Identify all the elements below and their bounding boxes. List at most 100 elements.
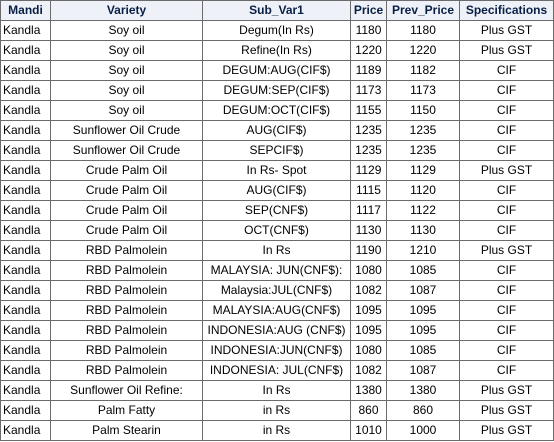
cell-sub-var1: DEGUM:SEP(CIF$)	[202, 80, 351, 101]
cell-mandi: Kandla	[0, 160, 51, 181]
table-row: Kandla RBD Palmolein INDONESIA: JUL(CNF$) 1…	[0, 360, 554, 381]
cell-price: 1235	[350, 120, 387, 141]
cell-specifications: CIF	[459, 360, 554, 381]
table-row: Kandla RBD Palmolein INDONESIA:AUG (CNF$) 1…	[0, 320, 554, 341]
cell-specifications: CIF	[459, 320, 554, 341]
cell-mandi: Kandla	[0, 120, 51, 141]
cell-specifications: CIF	[459, 260, 554, 281]
cell-prev-price: 860	[386, 400, 460, 421]
cell-prev-price: 1120	[386, 180, 460, 201]
cell-specifications: CIF	[459, 220, 554, 241]
cell-specifications: CIF	[459, 140, 554, 161]
cell-variety: RBD Palmolein	[50, 320, 203, 341]
cell-price: 1155	[350, 100, 387, 121]
cell-sub-var1: in Rs	[202, 400, 351, 421]
cell-price: 1220	[350, 40, 387, 61]
header-sub-var1: Sub_Var1	[202, 0, 351, 21]
cell-price: 1130	[350, 220, 387, 241]
cell-mandi: Kandla	[0, 80, 51, 101]
cell-specifications: CIF	[459, 120, 554, 141]
table-row: Kandla RBD Palmolein Malaysia:JUL(CNF$) 108…	[0, 280, 554, 301]
table-row: Kandla Sunflower Oil Crude SEPCIF$) 1235 123…	[0, 140, 554, 161]
cell-variety: Soy oil	[50, 80, 203, 101]
table-row: Kandla RBD Palmolein MALAYSIA: JUN(CNF$): 1…	[0, 260, 554, 281]
cell-prev-price: 1087	[386, 280, 460, 301]
cell-prev-price: 1000	[386, 420, 460, 441]
cell-specifications: CIF	[459, 180, 554, 201]
cell-price: 1095	[350, 320, 387, 341]
cell-mandi: Kandla	[0, 320, 51, 341]
cell-prev-price: 1235	[386, 120, 460, 141]
cell-variety: Sunflower Oil Refine:	[50, 380, 203, 401]
table-row: Kandla Crude Palm Oil In Rs- Spot 1129 1129 P…	[0, 160, 554, 181]
cell-variety: Crude Palm Oil	[50, 180, 203, 201]
cell-sub-var1: DEGUM:OCT(CIF$)	[202, 100, 351, 121]
cell-price: 1173	[350, 80, 387, 101]
cell-specifications: CIF	[459, 100, 554, 121]
table-row: Kandla Sunflower Oil Crude AUG(CIF$) 1235 12…	[0, 120, 554, 141]
cell-price: 1010	[350, 420, 387, 441]
cell-variety: Soy oil	[50, 20, 203, 41]
cell-variety: Crude Palm Oil	[50, 200, 203, 221]
cell-specifications: Plus GST	[459, 240, 554, 261]
cell-sub-var1: OCT(CNF$)	[202, 220, 351, 241]
cell-price: 1235	[350, 140, 387, 161]
table-body: Kandla Soy oil Degum(In Rs) 1180 1180 Plus GS…	[0, 20, 554, 441]
cell-prev-price: 1130	[386, 220, 460, 241]
cell-variety: RBD Palmolein	[50, 240, 203, 261]
cell-sub-var1: MALAYSIA: JUN(CNF$):	[202, 260, 351, 281]
cell-mandi: Kandla	[0, 240, 51, 261]
cell-sub-var1: SEPCIF$)	[202, 140, 351, 161]
cell-mandi: Kandla	[0, 180, 51, 201]
cell-price: 1115	[350, 180, 387, 201]
cell-sub-var1: SEP(CNF$)	[202, 200, 351, 221]
cell-prev-price: 1085	[386, 260, 460, 281]
cell-sub-var1: INDONESIA:JUN(CNF$)	[202, 340, 351, 361]
cell-sub-var1: INDONESIA:AUG (CNF$)	[202, 320, 351, 341]
cell-prev-price: 1380	[386, 380, 460, 401]
cell-price: 860	[350, 400, 387, 421]
header-prev-price: Prev_Price	[386, 0, 460, 21]
cell-mandi: Kandla	[0, 380, 51, 401]
cell-mandi: Kandla	[0, 360, 51, 381]
cell-price: 1129	[350, 160, 387, 181]
cell-specifications: Plus GST	[459, 400, 554, 421]
cell-prev-price: 1150	[386, 100, 460, 121]
cell-specifications: Plus GST	[459, 380, 554, 401]
cell-sub-var1: Malaysia:JUL(CNF$)	[202, 280, 351, 301]
cell-sub-var1: In Rs	[202, 240, 351, 261]
cell-sub-var1: Refine(In Rs)	[202, 40, 351, 61]
cell-prev-price: 1210	[386, 240, 460, 261]
cell-variety: Palm Fatty	[50, 400, 203, 421]
cell-variety: Soy oil	[50, 40, 203, 61]
cell-mandi: Kandla	[0, 20, 51, 41]
cell-prev-price: 1129	[386, 160, 460, 181]
cell-price: 1117	[350, 200, 387, 221]
table-row: Kandla RBD Palmolein MALAYSIA:AUG(CNF$) 109…	[0, 300, 554, 321]
cell-variety: Palm Stearin	[50, 420, 203, 441]
cell-price: 1080	[350, 340, 387, 361]
table-row: Kandla Soy oil DEGUM:OCT(CIF$) 1155 1150 CIF	[0, 100, 554, 121]
cell-sub-var1: In Rs- Spot	[202, 160, 351, 181]
cell-price: 1080	[350, 260, 387, 281]
cell-specifications: CIF	[459, 300, 554, 321]
cell-prev-price: 1087	[386, 360, 460, 381]
cell-specifications: Plus GST	[459, 40, 554, 61]
cell-mandi: Kandla	[0, 140, 51, 161]
cell-prev-price: 1095	[386, 320, 460, 341]
cell-mandi: Kandla	[0, 260, 51, 281]
cell-variety: Crude Palm Oil	[50, 160, 203, 181]
cell-specifications: CIF	[459, 340, 554, 361]
cell-mandi: Kandla	[0, 300, 51, 321]
cell-price: 1095	[350, 300, 387, 321]
cell-variety: Sunflower Oil Crude	[50, 140, 203, 161]
cell-prev-price: 1085	[386, 340, 460, 361]
header-price: Price	[350, 0, 387, 21]
cell-mandi: Kandla	[0, 40, 51, 61]
table-row: Kandla Crude Palm Oil SEP(CNF$) 1117 1122 CIF	[0, 200, 554, 221]
cell-prev-price: 1122	[386, 200, 460, 221]
cell-mandi: Kandla	[0, 340, 51, 361]
table-row: Kandla Crude Palm Oil AUG(CIF$) 1115 1120 CIF	[0, 180, 554, 201]
cell-prev-price: 1182	[386, 60, 460, 81]
